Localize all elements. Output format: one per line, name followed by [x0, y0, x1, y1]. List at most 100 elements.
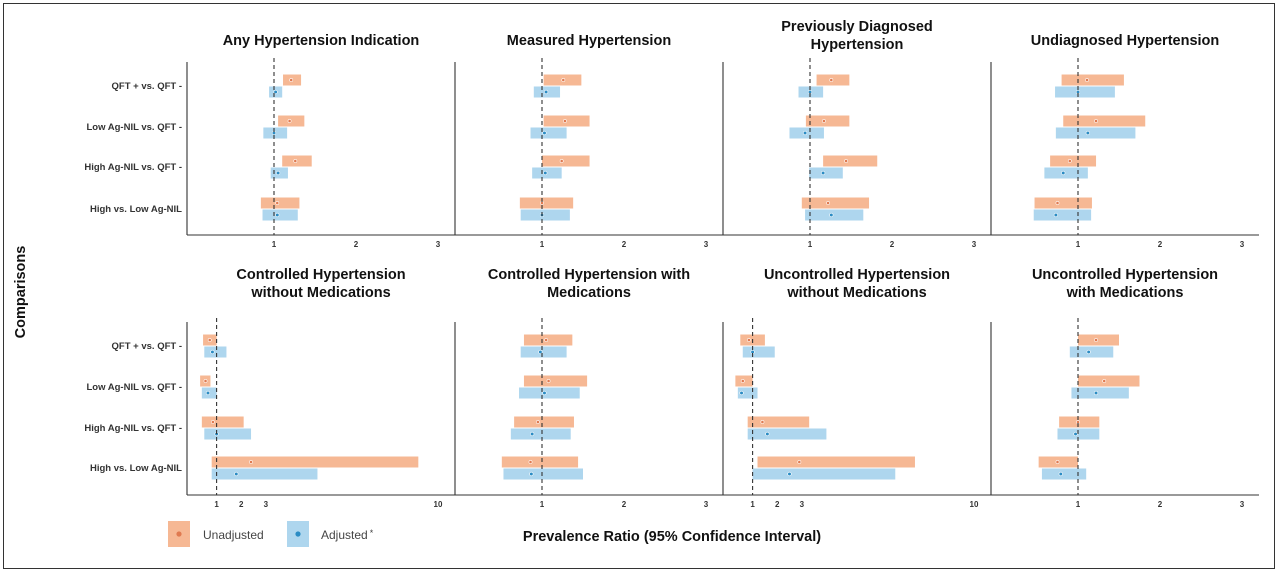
unadjusted-point: [797, 460, 802, 464]
unadjusted-point: [760, 420, 765, 424]
panel-7: Uncontrolled Hypertension without Medicat…: [722, 267, 991, 509]
adjusted-ci-bar: [1041, 468, 1087, 480]
x-tick-label: 1: [1076, 240, 1081, 249]
adjusted-point: [543, 89, 549, 95]
adjusted-ci-bar: [503, 468, 583, 480]
adjusted-ci-bar: [262, 209, 298, 221]
adjusted-ci-bar: [742, 346, 775, 358]
adjusted-ci-bar: [1069, 346, 1114, 358]
unadjusted-point: [1094, 338, 1098, 342]
panel-title: Undiagnosed Hypertension: [1031, 33, 1220, 49]
legend-adjusted-asterisk: *: [370, 528, 374, 538]
unadjusted-point: [561, 78, 566, 82]
x-tick-label: 3: [264, 500, 269, 509]
adjusted-point: [1086, 349, 1091, 355]
panel-title: Controlled Hypertension with: [488, 267, 690, 283]
panel-8: Uncontrolled Hypertension with Medication…: [990, 267, 1259, 509]
unadjusted-ci-bar: [747, 416, 810, 428]
legend-adjusted-label: Adjusted *: [321, 528, 374, 542]
x-tick-label: 3: [800, 500, 805, 509]
adjusted-point: [1061, 170, 1066, 176]
unadjusted-point: [287, 119, 292, 123]
x-tick-label: 2: [354, 240, 359, 249]
x-tick-label: 3: [436, 240, 441, 249]
unadjusted-ci-bar: [1050, 155, 1097, 167]
adjusted-point: [538, 349, 543, 355]
x-tick-label: 1: [1076, 500, 1081, 509]
x-tick-label: 3: [972, 240, 977, 249]
unadjusted-point: [1067, 159, 1072, 163]
adjusted-point: [1073, 431, 1078, 437]
unadjusted-ci-bar: [201, 416, 244, 428]
adjusted-point: [829, 212, 834, 218]
x-tick-label: 3: [1240, 500, 1245, 509]
x-tick-label: 2: [239, 500, 244, 509]
adjusted-ci-bar: [737, 387, 758, 399]
legend-unadjusted-label: Unadjusted: [203, 528, 264, 542]
adjusted-ci-bar: [747, 428, 827, 440]
panel-title: without Medications: [250, 285, 390, 301]
adjusted-ci-bar: [805, 209, 864, 221]
category-label: QFT + vs. QFT -: [112, 81, 182, 92]
adjusted-ci-bar: [1033, 209, 1092, 221]
x-tick-label: 2: [1158, 500, 1163, 509]
x-tick-label: 10: [970, 500, 979, 509]
x-tick-label: 2: [1158, 240, 1163, 249]
unadjusted-point: [747, 338, 751, 342]
adjusted-ci-bar: [1071, 387, 1129, 399]
unadjusted-point: [822, 119, 826, 123]
unadjusted-point: [536, 420, 540, 424]
unadjusted-ci-bar: [542, 155, 590, 167]
unadjusted-ci-bar: [523, 334, 573, 346]
panel-3: Previously Diagnosed Hypertension 1 2 3: [722, 19, 991, 249]
unadjusted-point: [293, 159, 298, 163]
adjusted-ci-bar: [204, 346, 227, 358]
adjusted-ci-bar: [1044, 167, 1088, 179]
adjusted-point: [1085, 130, 1090, 136]
adjusted-point: [275, 212, 280, 218]
adjusted-ci-bar: [519, 387, 580, 399]
adjusted-point: [1058, 471, 1063, 477]
unadjusted-ci-bar: [823, 155, 878, 167]
adjusted-point: [542, 130, 547, 136]
legend-unadjusted-point: [176, 531, 182, 537]
x-tick-label: 1: [750, 500, 755, 509]
panel-title: Any Hypertension Indication: [223, 33, 420, 49]
adjusted-point: [542, 390, 547, 396]
unadjusted-point: [829, 78, 834, 82]
figure-border: [3, 3, 1275, 569]
unadjusted-point: [563, 119, 567, 123]
adjusted-ci-bar: [530, 127, 567, 139]
adjusted-ci-bar: [752, 468, 896, 480]
x-tick-label: 1: [540, 500, 545, 509]
adjusted-point: [210, 349, 215, 355]
category-label: Low Ag-NIL vs. QFT -: [86, 382, 182, 393]
panel-title: Measured Hypertension: [507, 33, 671, 49]
panel-title: Medications: [547, 285, 631, 301]
category-label: High Ag-NIL vs. QFT -: [84, 423, 182, 434]
panel-title: Controlled Hypertension: [236, 267, 405, 283]
category-label: QFT + vs. QFT -: [112, 341, 182, 352]
adjusted-point: [787, 471, 792, 477]
adjusted-point: [739, 390, 744, 396]
x-tick-label: 3: [704, 500, 709, 509]
unadjusted-ci-bar: [1078, 375, 1140, 387]
unadjusted-point: [544, 338, 549, 342]
unadjusted-point: [528, 460, 533, 464]
adjusted-ci-bar: [520, 209, 570, 221]
x-tick-label: 10: [434, 500, 443, 509]
panel-4: Undiagnosed Hypertension 1 2 3: [990, 33, 1259, 249]
legend-adjusted-text: Adjusted: [321, 528, 368, 542]
x-tick-label: 1: [272, 240, 277, 249]
unadjusted-ci-bar: [1034, 197, 1092, 209]
unadjusted-point: [203, 379, 208, 383]
adjusted-ci-bar: [204, 428, 252, 440]
adjusted-point: [802, 130, 808, 136]
panel-title: Uncontrolled Hypertension: [764, 267, 950, 283]
adjusted-point: [205, 390, 211, 396]
category-label: High Ag-NIL vs. QFT -: [84, 162, 182, 173]
category-label: Low Ag-NIL vs. QFT -: [86, 122, 182, 133]
unadjusted-point: [740, 379, 745, 383]
